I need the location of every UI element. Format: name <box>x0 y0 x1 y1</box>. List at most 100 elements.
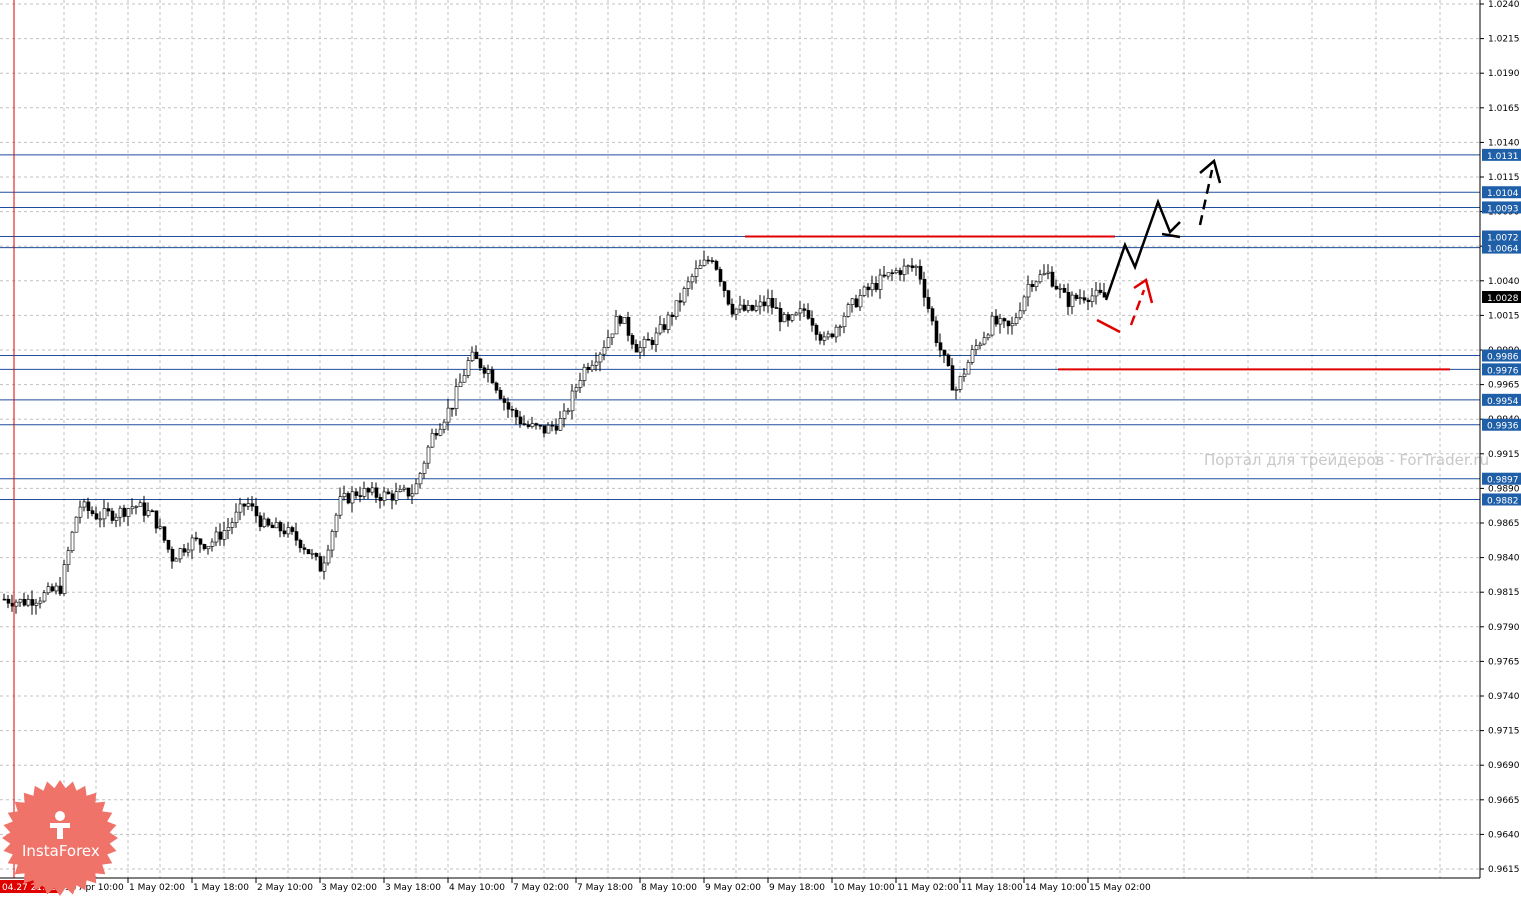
y-tick-label: 0.9865 <box>1488 519 1520 529</box>
candle-body <box>742 304 747 311</box>
x-tick-label: 2 May 10:00 <box>257 883 313 893</box>
candle-body <box>1074 294 1079 299</box>
candle-body <box>122 507 127 517</box>
candle-body <box>454 386 459 409</box>
candle-body <box>806 310 811 319</box>
candle-body <box>490 369 495 384</box>
x-tick-label: 15 May 02:00 <box>1089 883 1151 893</box>
candle-body <box>118 507 123 518</box>
candle-body <box>694 268 699 277</box>
candle-body <box>1094 289 1099 297</box>
candle-body <box>82 501 87 508</box>
candle-body <box>738 304 743 310</box>
candle-body <box>1038 274 1043 283</box>
candle-body <box>458 381 463 388</box>
candle-body <box>134 506 139 508</box>
candle-body <box>858 295 863 308</box>
x-tick-label: 1 May 18:00 <box>193 883 249 893</box>
candle-body <box>974 345 979 350</box>
candle-body <box>214 531 219 543</box>
candle-body <box>1066 291 1071 307</box>
x-tick-label: 7 May 02:00 <box>513 883 569 893</box>
candle-body <box>290 527 295 532</box>
candle-body <box>1090 295 1095 302</box>
candle-body <box>502 398 507 403</box>
y-tick-label: 0.9965 <box>1488 381 1520 391</box>
candle-body <box>222 530 227 540</box>
candle-body <box>78 506 83 518</box>
y-tick-label: 0.9665 <box>1488 796 1520 806</box>
candle-body <box>150 510 155 513</box>
candle-body <box>326 549 331 564</box>
candle-body <box>886 272 891 277</box>
x-tick-label: 1 May 02:00 <box>129 883 185 893</box>
candle-body <box>622 317 627 324</box>
candle-body <box>722 281 727 291</box>
candle-body <box>558 418 563 431</box>
y-tick-label: 0.9815 <box>1488 588 1520 598</box>
candle-body <box>1042 273 1047 276</box>
forecast-red-down <box>1096 318 1121 334</box>
candle-body <box>746 305 751 311</box>
candle-body <box>554 425 559 431</box>
candle-body <box>570 390 575 412</box>
candle-body <box>226 527 231 531</box>
candle-body <box>958 376 963 390</box>
candle-body <box>1018 310 1023 319</box>
x-tick-label: 9 May 02:00 <box>705 883 761 893</box>
candle-body <box>762 301 767 307</box>
start-time-text: 04.27 21:00 <box>2 883 57 893</box>
x-tick-label: 9 May 18:00 <box>769 883 825 893</box>
candle-body <box>638 347 643 353</box>
candle-body <box>34 602 39 606</box>
candle-body <box>970 349 975 363</box>
candle-body <box>582 366 587 381</box>
candle-body <box>578 380 583 388</box>
candle-body <box>298 539 303 549</box>
candle-body <box>1030 284 1035 287</box>
candle-body <box>598 353 603 363</box>
candle-body <box>158 526 163 529</box>
candle-body <box>270 524 275 529</box>
candle-body <box>714 260 719 270</box>
y-tick-label: 0.9715 <box>1488 727 1520 737</box>
candle-body <box>1086 299 1091 302</box>
candle-body <box>946 354 951 366</box>
current-price-label: 1.0028 <box>1482 291 1521 304</box>
candle-body <box>14 601 19 607</box>
candle-body <box>966 362 971 375</box>
candle-body <box>510 408 515 411</box>
candle-body <box>170 549 175 562</box>
x-tick-label: 4 May 10:00 <box>449 883 505 893</box>
candle-body <box>1070 294 1075 307</box>
candle-body <box>890 272 895 274</box>
candle-body <box>906 265 911 268</box>
candle-body <box>774 307 779 309</box>
candle-body <box>926 297 931 309</box>
x-tick-label: 14 May 10:00 <box>1025 883 1087 893</box>
candle-body <box>914 265 919 269</box>
candle-body <box>546 424 551 434</box>
y-tick-label: 0.9615 <box>1488 865 1520 875</box>
y-tick-label: 1.0215 <box>1488 35 1520 45</box>
candle-body <box>498 389 503 399</box>
candle-body <box>894 270 899 274</box>
candle-body <box>854 298 859 308</box>
candle-body <box>862 286 867 296</box>
candle-body <box>478 358 483 369</box>
y-tick-label: 1.0140 <box>1488 138 1520 148</box>
candle-body <box>114 516 119 521</box>
candle-body <box>402 487 407 490</box>
level-label: 0.9954 <box>1487 397 1519 407</box>
level-label-bg <box>1482 349 1521 362</box>
candle-body <box>242 503 247 507</box>
candle-body <box>954 389 959 391</box>
candle-body <box>626 317 631 336</box>
candle-body <box>206 546 211 550</box>
level-lines <box>0 154 1480 500</box>
candle-body <box>534 423 539 426</box>
candle-body <box>662 324 667 330</box>
candle-body <box>1046 271 1051 274</box>
logo-icon <box>50 811 70 839</box>
